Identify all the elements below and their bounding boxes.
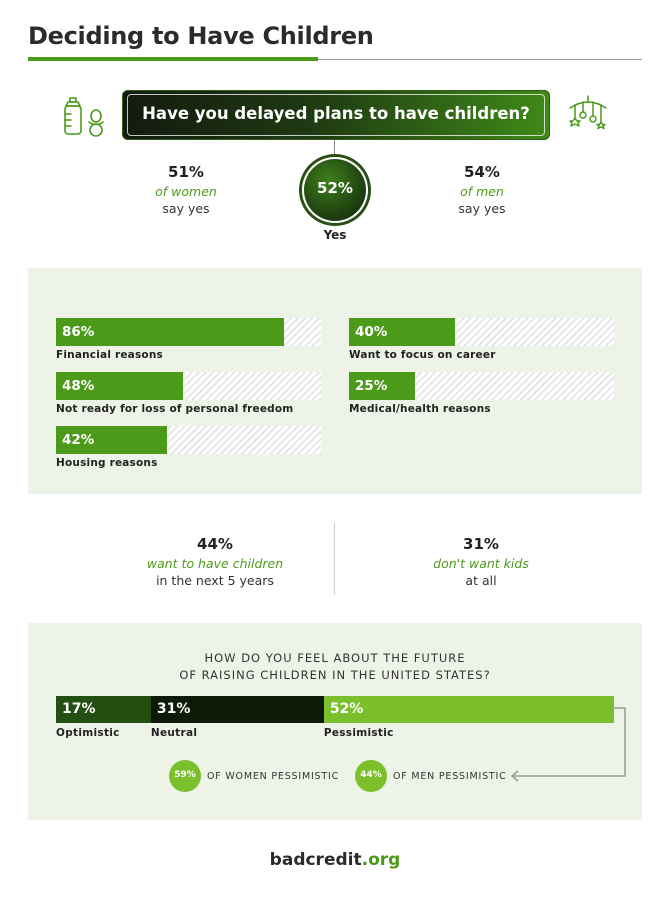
reason-bar-value: 25% [355,378,388,394]
dont-want-kids-stat: 31% don't want kids at all [386,535,576,588]
reason-bar-value: 40% [355,324,388,340]
stack-segment-value: 31% [156,701,191,717]
reason-bar-value: 48% [62,378,95,394]
men-pessimistic-label: OF MEN PESSIMISTIC [393,771,507,782]
men-pessimistic-circle: 44% [355,760,387,792]
reason-bar-label: Medical/health reasons [349,403,491,415]
question-banner: Have you delayed plans to have children? [122,90,550,140]
stack-segment-pessimistic: 52% [323,696,614,723]
reason-bar-label: Housing reasons [56,457,158,469]
reason-bar-label: Want to focus on career [349,349,496,361]
women-delayed-pct: 51% [168,163,204,181]
baby-bottle-icon [64,97,82,135]
women-delayed-stat: 51% of women say yes [116,163,256,216]
page-title: Deciding to Have Children [28,22,374,50]
reason-bar-financial-reasons: 86% [56,318,321,346]
arrow-left-icon [510,707,626,782]
reason-bar-want-to-focus-on-career: 40% [349,318,614,346]
women-pessimistic-label: OF WOMEN PESSIMISTIC [207,771,340,782]
overall-yes-circle: 52% [302,157,368,223]
men-group-label: of men [460,184,504,199]
reason-bar-fill [349,372,416,400]
brand-name: badcredit [269,850,362,870]
future-question-line-1: HOW DO YOU FEEL ABOUT THE FUTURE [204,651,466,665]
overall-yes-pct: 52% [317,179,353,197]
reason-bar-medical-health-reasons: 25% [349,372,614,400]
stack-segment-neutral: 31% [150,696,324,723]
dont-want-kids-pct: 31% [463,535,499,553]
reason-bar-fill [349,318,455,346]
stats-divider [334,523,335,595]
question-text: Have you delayed plans to have children? [142,104,530,123]
reason-bar-fill [56,426,168,454]
women-pessimistic-circle: 59% [169,760,201,792]
pacifier-icon [88,109,104,137]
women-sub-label: say yes [162,201,210,216]
reason-bar-fill [56,372,184,400]
want-children-label: want to have children [146,556,284,571]
reason-bar-value: 42% [62,432,95,448]
want-children-pct: 44% [197,535,233,553]
banner-connector [334,140,335,158]
women-pessimistic-pct: 59% [174,770,196,780]
want-children-stat: 44% want to have children in the next 5 … [120,535,310,588]
stack-segment-optimistic: 17% [56,696,151,723]
men-sub-label: say yes [458,201,506,216]
dont-want-kids-label: don't want kids [433,556,529,571]
men-delayed-stat: 54% of men say yes [412,163,552,216]
title-underline [318,59,642,60]
future-question-title: HOW DO YOU FEEL ABOUT THE FUTURE OF RAIS… [28,650,642,684]
dont-want-kids-sub: at all [465,573,497,588]
title-underline-accent [28,57,318,61]
baby-mobile-icon [569,95,607,130]
future-question-line-2: OF RAISING CHILDREN IN THE UNITED STATES… [179,668,491,682]
reason-bar-value: 86% [62,324,95,340]
men-delayed-pct: 54% [464,163,500,181]
women-group-label: of women [155,184,217,199]
reason-bar-housing-reasons: 42% [56,426,321,454]
brand-logo: badcredit.org [0,850,670,870]
banner-frame [127,94,545,136]
brand-tld: .org [361,850,401,870]
stack-segment-value: 52% [329,701,364,717]
overall-yes-label: Yes [323,228,347,242]
stack-segment-label: Pessimistic [323,727,394,739]
reason-bar-not-ready-for-loss-of-personal-freedom: 48% [56,372,321,400]
stack-segment-label: Neutral [150,727,198,739]
reason-bar-label: Not ready for loss of personal freedom [56,403,294,415]
stack-segment-label: Optimistic [56,727,120,739]
want-children-sub: in the next 5 years [156,573,274,588]
reason-bar-fill [56,318,284,346]
stack-segment-value: 17% [62,701,96,717]
reason-bar-label: Financial reasons [56,349,163,361]
men-pessimistic-pct: 44% [360,770,382,780]
